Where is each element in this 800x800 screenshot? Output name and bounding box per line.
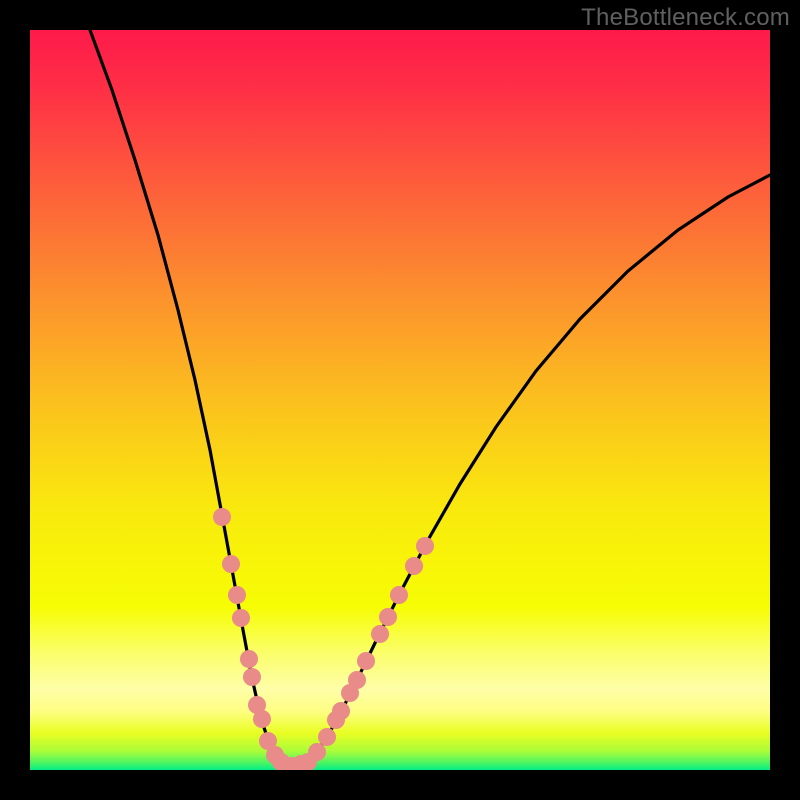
data-marker [332,702,350,720]
gradient-background [30,30,770,770]
data-marker [357,652,375,670]
chart-canvas: TheBottleneck.com [0,0,800,800]
chart-svg [30,30,770,770]
data-marker [416,537,434,555]
data-marker [222,555,240,573]
data-marker [379,608,397,626]
data-marker [308,743,326,761]
data-marker [243,668,261,686]
data-marker [390,586,408,604]
data-marker [228,586,246,604]
watermark-text: TheBottleneck.com [581,4,790,32]
data-marker [371,625,389,643]
data-marker [405,557,423,575]
plot-area [30,30,770,770]
data-marker [240,650,258,668]
data-marker [253,710,271,728]
data-marker [348,671,366,689]
data-marker [232,609,250,627]
data-marker [318,728,336,746]
data-marker [213,508,231,526]
